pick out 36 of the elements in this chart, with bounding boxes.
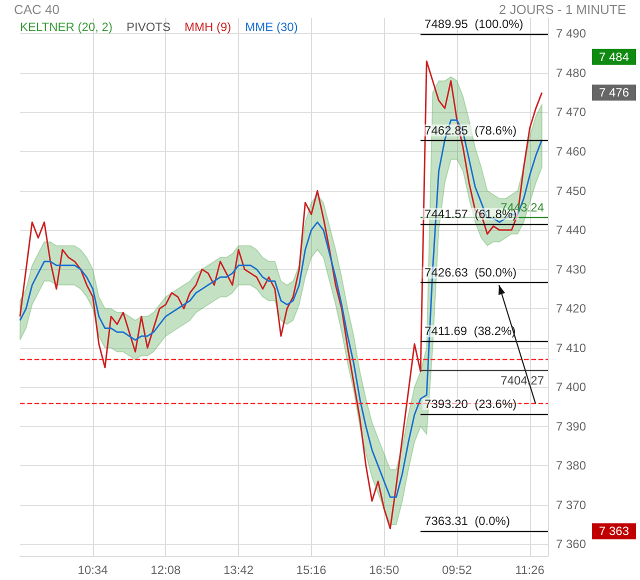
y-tick-label: 7 370 [556,498,586,512]
ref-line-label: 7363.31 (0.0%) [424,514,510,528]
x-tick-label: 09:52 [442,563,472,577]
x-tick-label: 16:50 [369,563,400,577]
x-tick-label: 11:26 [515,563,545,577]
ref-line-label: 7426.63 (50.0%) [424,266,517,280]
y-tick-label: 7 390 [556,419,586,434]
x-tick-label: 15:16 [296,563,327,577]
x-tick-label: 12:08 [150,563,181,577]
annotation: KELTNER (20, 2) [20,20,112,34]
text: 7 484 [598,50,630,64]
y-tick-label: 7 400 [556,380,586,394]
y-tick-label: 7 440 [556,223,586,238]
ref-line-label: 7462.85 (78.6%) [424,123,517,138]
line-series [19,119,543,498]
text: 7 363 [598,524,630,538]
text: MME (30) [245,20,298,34]
y-tick-label: 7 460 [556,144,586,159]
y-tick-label: 7 490 [556,26,586,41]
y-tick-label: 7 410 [556,340,586,355]
x-tick-label: 10:34 [78,563,108,577]
chart-subtitle: 2 JOURS - 1 MINUTE [498,2,626,17]
ref-line-label: 7489.95 (100.0%) [424,16,524,31]
text: MMH (9) [184,20,232,34]
y-tick-label: 7 360 [556,537,586,552]
ref-line-label: 7393.20 (23.6%) [424,396,517,411]
y-tick-label: 7 420 [556,302,586,316]
text: 7 476 [598,86,630,100]
chart-title: CAC 40 [14,2,60,17]
y-tick-label: 7 430 [556,262,586,276]
annotation: PIVOTS [126,20,170,34]
y-tick-label: 7 480 [556,66,586,80]
y-tick-label: 7 470 [556,105,586,120]
y-tick-label: 7 450 [556,184,586,198]
y-tick-label: 7 380 [556,458,586,473]
x-tick-label: 13:42 [223,563,254,577]
